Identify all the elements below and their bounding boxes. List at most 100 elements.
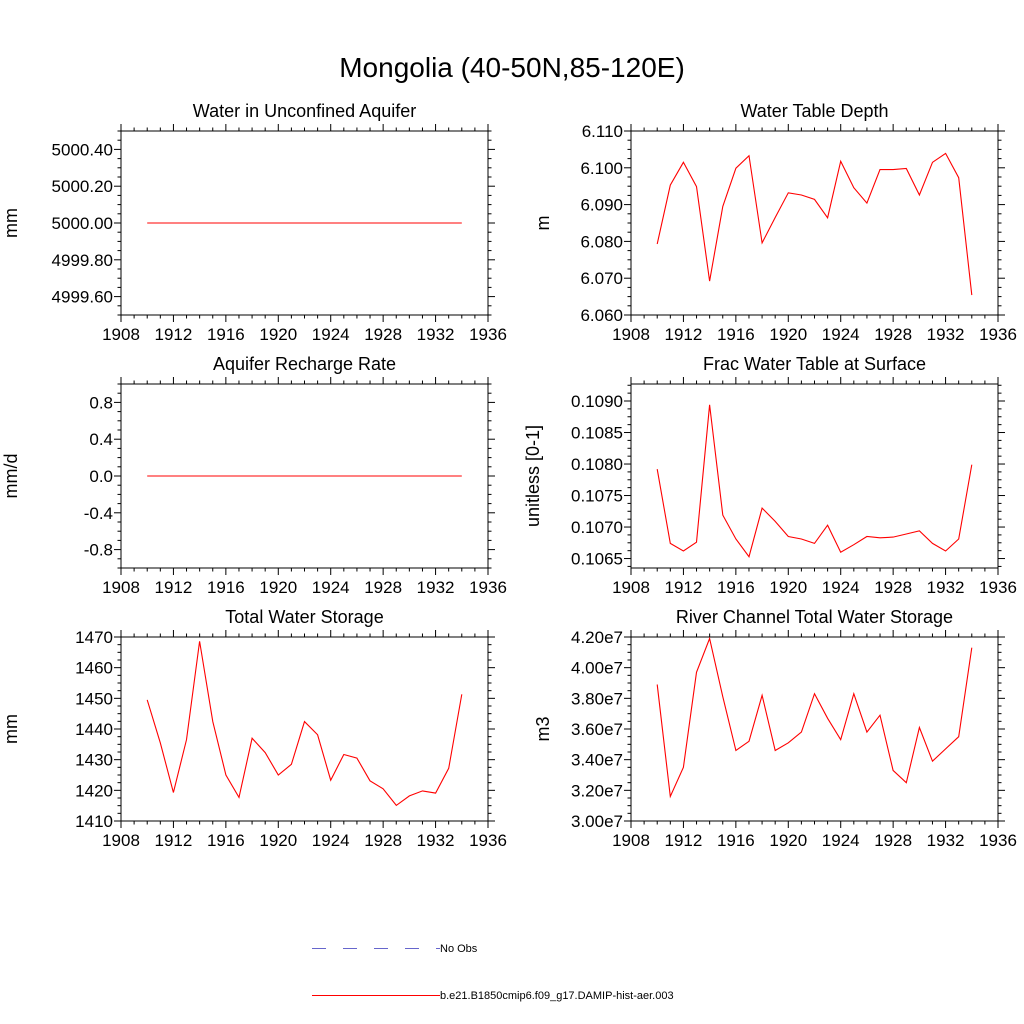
panel-5-ytick-label: 1460 xyxy=(75,659,113,678)
panel-1-xtick-label: 1920 xyxy=(259,325,297,344)
panel-1-xtick-label: 1916 xyxy=(207,325,245,344)
panel-3-ytick-label: 0.8 xyxy=(89,393,113,412)
panel-6-ylabel: m3 xyxy=(533,716,553,741)
panel-4-ytick-label: 0.1090 xyxy=(571,392,623,411)
panel-5-ytick-label: 1450 xyxy=(75,689,113,708)
panel-3-ytick-label: -0.8 xyxy=(84,541,113,560)
panel-3-xtick-label: 1912 xyxy=(155,578,193,597)
panel-4-xtick-label: 1912 xyxy=(665,578,703,597)
panel-5-ytick-label: 1440 xyxy=(75,720,113,739)
panel-6-xtick-label: 1932 xyxy=(927,831,965,850)
panel-2-xtick-label: 1928 xyxy=(874,325,912,344)
panel-4-ytick-label: 0.1065 xyxy=(571,550,623,569)
panel-3-ytick-label: 0.0 xyxy=(89,467,113,486)
panel-3-xtick-label: 1920 xyxy=(259,578,297,597)
panel-3-xtick-label: 1924 xyxy=(312,578,350,597)
panel-5-xtick-label: 1932 xyxy=(417,831,455,850)
panel-1-xtick-label: 1924 xyxy=(312,325,350,344)
panel-5-xtick-label: 1908 xyxy=(102,831,140,850)
panel-4-ylabel: unitless [0-1] xyxy=(523,425,543,527)
panel-1-xtick-label: 1912 xyxy=(155,325,193,344)
panel-2-title: Water Table Depth xyxy=(740,101,888,121)
panel-3-ytick-label: 0.4 xyxy=(89,430,113,449)
panel-2-ytick-label: 6.060 xyxy=(580,306,623,325)
panel-6-series-line xyxy=(656,636,973,799)
panel-5-xtick-label: 1928 xyxy=(364,831,402,850)
panel-3-ylabel: mm/d xyxy=(1,454,21,499)
panel-4-ytick-label: 0.1085 xyxy=(571,424,623,443)
panel-1-ytick-label: 5000.40 xyxy=(52,140,113,159)
panel-1-title: Water in Unconfined Aquifer xyxy=(193,101,416,121)
panel-4-series-line xyxy=(656,404,973,558)
legend-swatch-model-run xyxy=(312,995,440,996)
panel-3-xtick-label: 1932 xyxy=(417,578,455,597)
panel-4-xtick-label: 1924 xyxy=(822,578,860,597)
panel-4-xtick-label: 1916 xyxy=(717,578,755,597)
panel-6-ytick-label: 3.80e7 xyxy=(571,689,623,708)
panel-5-xtick-label: 1936 xyxy=(469,831,507,850)
panel-4-title: Frac Water Table at Surface xyxy=(703,354,926,374)
panel-5-xtick-label: 1912 xyxy=(155,831,193,850)
page-title: Mongolia (40-50N,85-120E) xyxy=(339,52,685,83)
panel-4-xtick-label: 1920 xyxy=(769,578,807,597)
panel-6-ytick-label: 3.00e7 xyxy=(571,812,623,831)
panel-6-ytick-label: 4.00e7 xyxy=(571,659,623,678)
panel-4-xtick-label: 1928 xyxy=(874,578,912,597)
panel-4-frame xyxy=(630,383,999,569)
panel-5-xtick-label: 1924 xyxy=(312,831,350,850)
panel-6-ytick-label: 3.60e7 xyxy=(571,720,623,739)
panel-1-xtick-label: 1928 xyxy=(364,325,402,344)
panel-6-ytick-label: 4.20e7 xyxy=(571,628,623,647)
panel-2-xtick-label: 1936 xyxy=(979,325,1017,344)
panel-5-xtick-label: 1916 xyxy=(207,831,245,850)
panel-4-ytick-label: 0.1070 xyxy=(571,518,623,537)
panel-1-ylabel: mm xyxy=(1,208,21,238)
panel-1-xtick-label: 1936 xyxy=(469,325,507,344)
panel-5-series-line xyxy=(146,641,463,807)
panel-1-xtick-label: 1932 xyxy=(417,325,455,344)
panel-2-xtick-label: 1908 xyxy=(612,325,650,344)
panel-2-xtick-label: 1920 xyxy=(769,325,807,344)
legend-swatch-no-obs xyxy=(312,948,440,949)
panel-2-frame xyxy=(630,130,999,316)
panel-1-ytick-label: 5000.20 xyxy=(52,177,113,196)
panel-5-xtick-label: 1920 xyxy=(259,831,297,850)
panel-5-ytick-label: 1470 xyxy=(75,628,113,647)
panel-4-ytick-label: 0.1075 xyxy=(571,487,623,506)
panel-5-ylabel: mm xyxy=(1,714,21,744)
panel-6-xtick-label: 1908 xyxy=(612,831,650,850)
panel-6-frame xyxy=(630,636,999,822)
panel-3-xtick-label: 1916 xyxy=(207,578,245,597)
panel-3-ytick-label: -0.4 xyxy=(84,504,113,523)
legend-label-no-obs: No Obs xyxy=(440,943,478,955)
panel-2-xtick-label: 1912 xyxy=(665,325,703,344)
panel-3-xtick-label: 1908 xyxy=(102,578,140,597)
panel-6-xtick-label: 1912 xyxy=(665,831,703,850)
panel-6-xtick-label: 1916 xyxy=(717,831,755,850)
panel-6-xtick-label: 1924 xyxy=(822,831,860,850)
panel-2-ytick-label: 6.080 xyxy=(580,232,623,251)
panel-2-ytick-label: 6.090 xyxy=(580,196,623,215)
panel-2-ylabel: m xyxy=(533,216,553,231)
panel-4-xtick-label: 1908 xyxy=(612,578,650,597)
panel-3-xtick-label: 1936 xyxy=(469,578,507,597)
panel-2-xtick-label: 1924 xyxy=(822,325,860,344)
panel-4-xtick-label: 1936 xyxy=(979,578,1017,597)
panel-4-xtick-label: 1932 xyxy=(927,578,965,597)
panel-5-ytick-label: 1410 xyxy=(75,812,113,831)
panel-2-ytick-label: 6.110 xyxy=(582,122,623,141)
panel-1-ytick-label: 5000.00 xyxy=(52,214,113,233)
panel-1-xtick-label: 1908 xyxy=(102,325,140,344)
panel-6-title: River Channel Total Water Storage xyxy=(676,607,953,627)
panel-2-ytick-label: 6.070 xyxy=(580,269,623,288)
panel-6-xtick-label: 1928 xyxy=(874,831,912,850)
panel-2-ytick-label: 6.100 xyxy=(580,159,623,178)
panel-5-title: Total Water Storage xyxy=(225,607,383,627)
panel-1-ytick-label: 4999.60 xyxy=(52,288,113,307)
panel-3-title: Aquifer Recharge Rate xyxy=(213,354,396,374)
panel-2-xtick-label: 1932 xyxy=(927,325,965,344)
panel-4-ytick-label: 0.1080 xyxy=(571,455,623,474)
panel-6-xtick-label: 1920 xyxy=(769,831,807,850)
legend-label-model-run: b.e21.B1850cmip6.f09_g17.DAMIP-hist-aer.… xyxy=(440,990,674,1002)
